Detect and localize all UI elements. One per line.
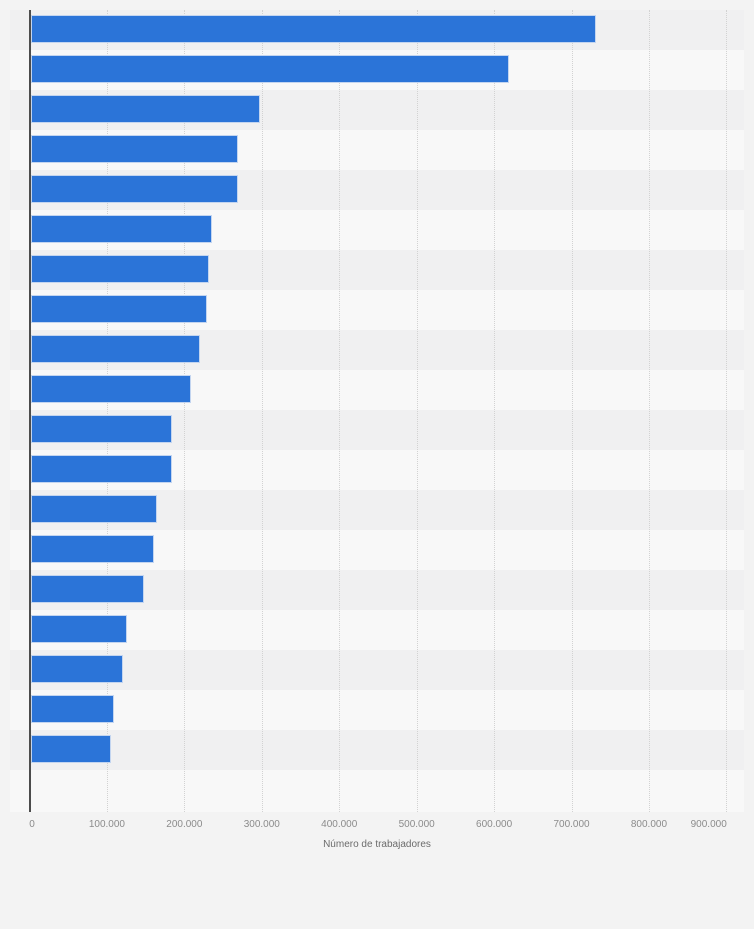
x-gridline [261,10,263,812]
row-stripe [10,650,744,690]
bar[interactable] [30,495,157,523]
x-gridline [648,10,650,812]
bar[interactable] [30,215,213,243]
x-gridline [494,10,496,812]
x-tick-label: 200.000 [166,819,203,830]
row-stripe [10,690,744,730]
bar[interactable] [30,55,510,83]
bar[interactable] [30,575,145,603]
x-tick-label: 500.000 [398,819,435,830]
x-gridline [106,10,108,812]
bar[interactable] [30,15,596,43]
x-gridline [571,10,573,812]
x-tick-label: 800.000 [630,819,668,830]
plot-trailing-band [10,770,744,812]
bar[interactable] [30,415,173,443]
row-stripe [10,730,744,770]
x-gridline [416,10,418,812]
bar[interactable] [30,615,127,643]
bar[interactable] [30,135,239,163]
x-axis-title: Número de trabajadores [323,839,431,850]
row-stripe [10,610,744,650]
x-tick-label: 900.000 [690,819,727,830]
x-tick-label: 100.000 [88,819,125,830]
bar[interactable] [30,95,260,123]
bar[interactable] [30,335,201,363]
bar[interactable] [30,255,210,283]
x-gridline [184,10,186,812]
bar[interactable] [30,655,124,683]
bar[interactable] [30,535,155,563]
bar[interactable] [30,375,191,403]
x-tick-label: 300.000 [243,819,280,830]
x-tick-label: 400.000 [321,819,358,830]
x-tick-label: 600.000 [476,819,513,830]
x-gridline [726,10,728,812]
y-axis-line [28,10,31,812]
x-tick-label: 700.000 [553,819,590,830]
bar[interactable] [30,295,208,323]
x-tick-label: 0 [29,819,35,830]
x-gridline [339,10,341,812]
bar[interactable] [30,455,173,483]
bar[interactable] [30,735,112,763]
bar[interactable] [30,175,239,203]
bar[interactable] [30,695,115,723]
